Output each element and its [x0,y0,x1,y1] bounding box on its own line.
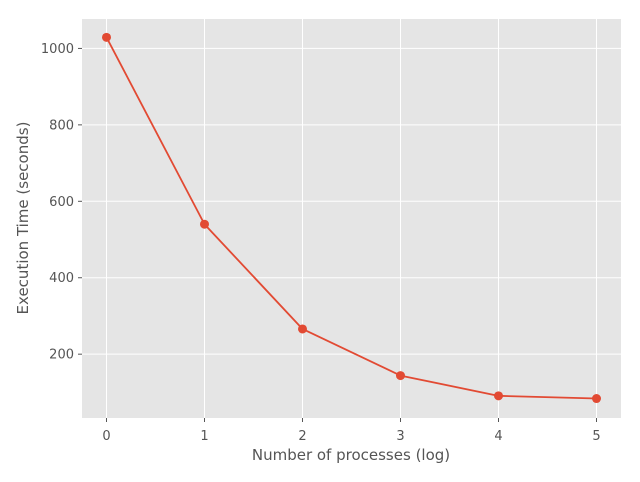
data-point [396,371,405,381]
x-tick-label: 2 [298,429,306,444]
y-tick-label: 400 [49,271,74,286]
y-axis-title: Execution Time (seconds) [14,122,32,315]
x-tick-label: 5 [592,429,600,444]
x-axis-title: Number of processes (log) [252,446,450,464]
y-tick-label: 800 [49,118,74,133]
x-tick-label: 4 [494,429,502,444]
grid-lines [82,19,621,418]
data-point [298,324,307,334]
data-point [494,391,503,401]
y-tick-label: 600 [49,195,74,210]
series-layer [102,32,601,404]
x-tick-label: 3 [396,429,404,444]
data-point [200,219,209,229]
series-line [105,36,597,400]
y-tick-label: 200 [49,348,74,363]
x-axis-ticks: 0 1 2 3 4 5 [102,418,601,444]
x-tick-label: 0 [102,429,110,444]
y-tick-label: 1000 [41,42,74,57]
data-point [102,32,111,42]
y-axis-ticks: 200 400 600 800 1000 [41,42,82,363]
data-point [592,394,601,404]
x-tick-label: 1 [200,429,208,444]
plot-background [82,19,621,418]
